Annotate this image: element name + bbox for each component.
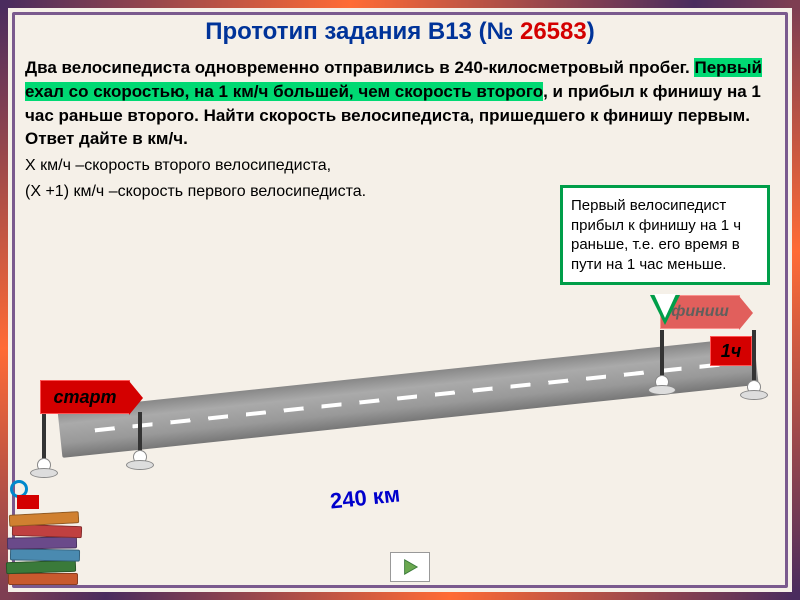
distance-label: 240 км — [329, 481, 401, 514]
side-flag-icon — [17, 495, 39, 509]
page-title: Прототип задания В13 (№ 26583) — [0, 0, 800, 56]
road — [57, 337, 758, 458]
title-suffix: ) — [587, 18, 595, 45]
note-callout: Первый велосипедист прибыл к финишу на 1… — [560, 185, 770, 285]
base-4 — [740, 390, 768, 400]
time-box: 1ч — [710, 336, 752, 366]
problem-text: Два велосипедиста одновременно отправили… — [0, 56, 800, 151]
next-button[interactable] — [390, 552, 430, 582]
book — [10, 548, 80, 561]
play-icon — [401, 558, 419, 576]
pole-4 — [752, 330, 756, 386]
title-prefix: Прототип задания В13 (№ — [205, 18, 520, 45]
start-base — [30, 468, 58, 478]
books-decoration — [0, 500, 85, 585]
title-number: 26583 — [520, 18, 587, 45]
book — [7, 536, 77, 549]
time-label: 1ч — [721, 341, 742, 361]
pole-3 — [660, 330, 664, 380]
problem-part1: Два велосипедиста одновременно отправили… — [25, 58, 694, 77]
start-flag: старт — [40, 380, 130, 414]
road-diagram: старт финиш 1ч 240 км — [20, 340, 780, 540]
note-text: Первый велосипедист прибыл к финишу на 1… — [571, 197, 741, 273]
base-2 — [126, 460, 154, 470]
note-tail-inner — [654, 294, 676, 318]
road-dashes — [95, 362, 722, 432]
start-label: старт — [53, 387, 116, 407]
start-pole — [42, 414, 46, 464]
book — [6, 560, 76, 574]
var-line1: X км/ч –скорость второго велосипедиста, — [0, 151, 800, 177]
base-3 — [648, 385, 676, 395]
book — [8, 573, 78, 585]
book — [9, 511, 80, 527]
